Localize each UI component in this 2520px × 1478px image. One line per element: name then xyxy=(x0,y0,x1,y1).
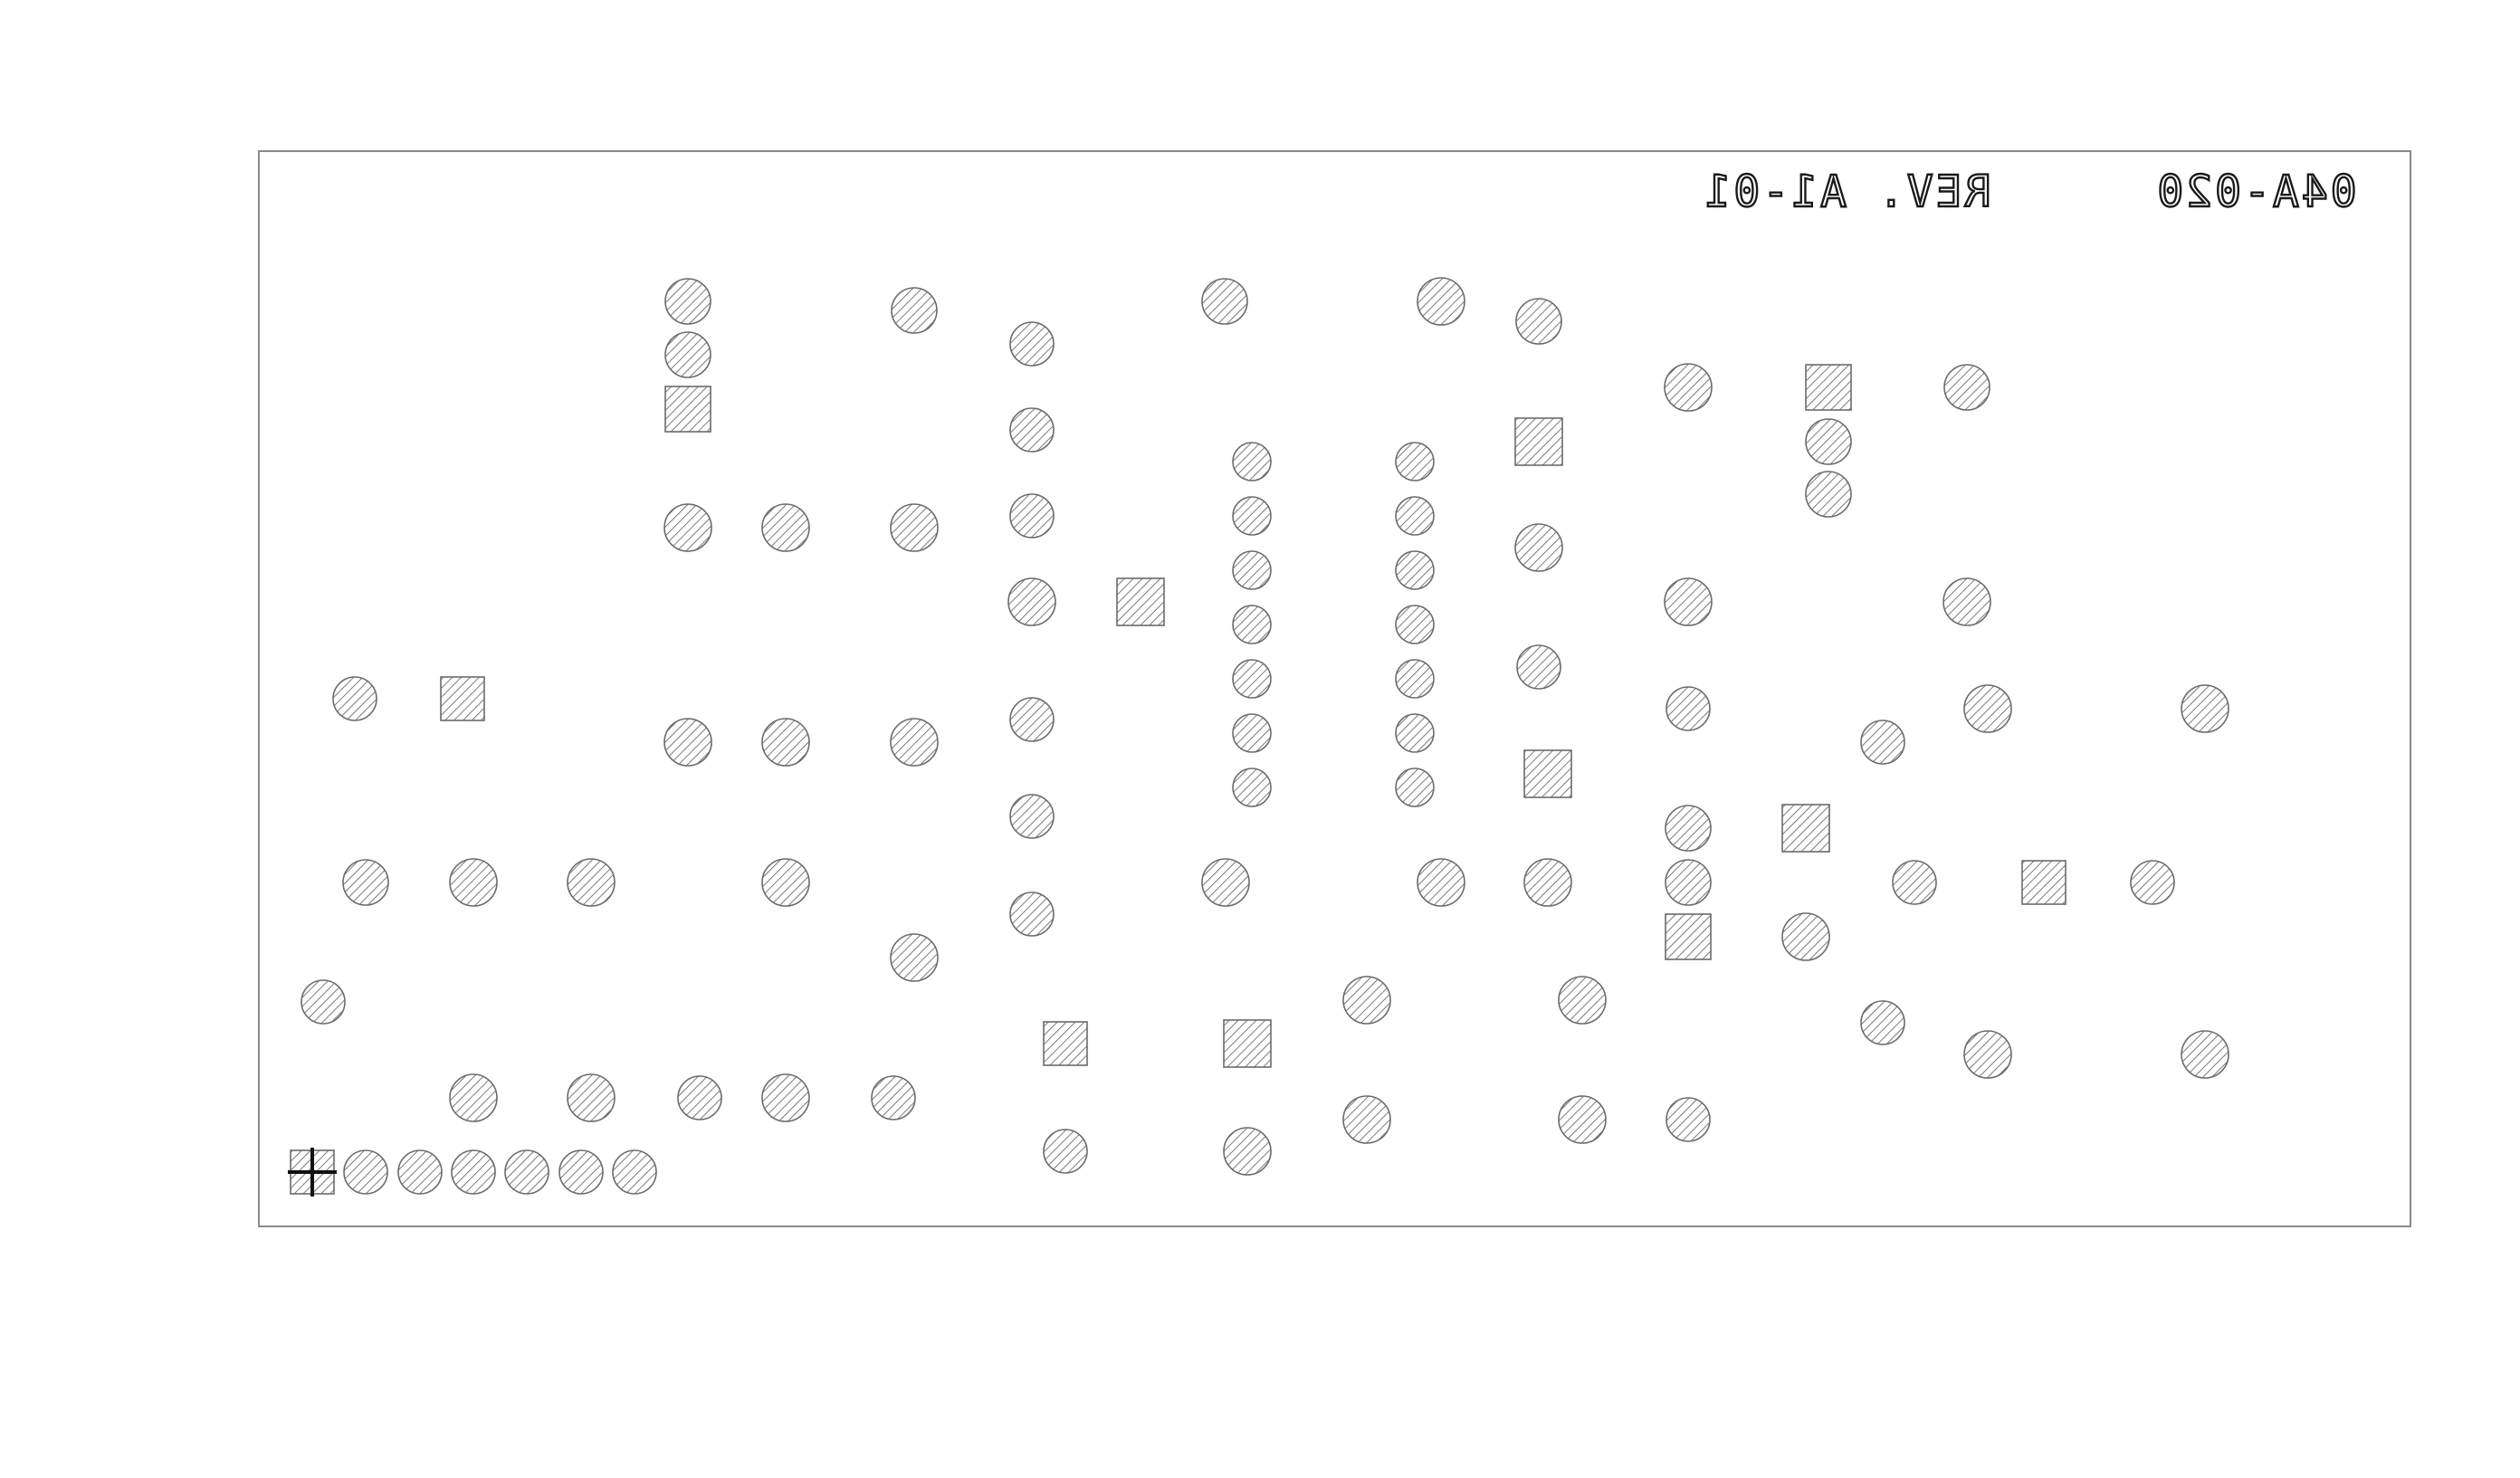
round-pad xyxy=(612,1149,657,1195)
round-pad xyxy=(1417,277,1465,326)
round-pad xyxy=(1232,768,1272,807)
round-pad xyxy=(1942,577,1991,626)
square-pad xyxy=(1043,1021,1088,1066)
round-pad xyxy=(504,1149,549,1195)
square-pad xyxy=(1223,1019,1272,1068)
round-pad xyxy=(1665,859,1712,906)
revision-label: REV. A1-01 xyxy=(1703,167,1991,217)
round-pad xyxy=(1009,493,1055,539)
round-pad xyxy=(1009,892,1055,937)
origin-marker xyxy=(288,1148,337,1197)
part-number-label: 04A-020 xyxy=(2154,167,2356,217)
round-pad xyxy=(761,1073,810,1122)
round-pad xyxy=(1558,976,1607,1025)
round-pad xyxy=(1232,496,1272,536)
round-pad xyxy=(1223,1127,1272,1176)
round-pad xyxy=(1009,794,1055,839)
round-pad xyxy=(1665,805,1712,852)
round-pad xyxy=(343,1149,388,1195)
round-pad xyxy=(1860,720,1905,765)
round-pad xyxy=(1342,1095,1391,1144)
round-pad xyxy=(2181,684,2229,733)
round-pad xyxy=(451,1149,496,1195)
round-pad xyxy=(1781,912,1830,961)
round-pad xyxy=(1232,442,1272,482)
round-pad xyxy=(1523,858,1572,907)
square-pad xyxy=(1665,913,1712,960)
round-pad xyxy=(567,1073,616,1122)
round-pad xyxy=(664,331,711,378)
round-pad xyxy=(1395,659,1435,699)
square-pad xyxy=(1523,749,1572,798)
round-pad xyxy=(1395,713,1435,753)
square-pad xyxy=(440,676,485,721)
round-pad xyxy=(1417,858,1465,907)
round-pad xyxy=(301,979,346,1025)
round-pad xyxy=(1860,1000,1905,1045)
round-pad xyxy=(1201,278,1248,325)
round-pad xyxy=(1664,577,1713,626)
round-pad xyxy=(1516,644,1561,690)
round-pad xyxy=(567,858,616,907)
round-pad xyxy=(1558,1095,1607,1144)
pad-layer xyxy=(290,277,2229,1195)
round-pad xyxy=(871,1075,916,1120)
square-pad xyxy=(1514,417,1563,466)
square-pad xyxy=(2021,860,2067,905)
round-pad xyxy=(1395,768,1435,807)
round-pad xyxy=(449,858,498,907)
round-pad xyxy=(1892,860,1937,905)
round-pad xyxy=(1009,697,1055,742)
round-pad xyxy=(449,1073,498,1122)
round-pad xyxy=(558,1149,604,1195)
round-pad xyxy=(1395,605,1435,644)
round-pad xyxy=(1514,523,1563,572)
round-pad xyxy=(1232,605,1272,644)
board-outline xyxy=(258,150,2411,1227)
round-pad xyxy=(891,287,938,334)
round-pad xyxy=(1232,550,1272,590)
round-pad xyxy=(890,933,939,982)
round-pad xyxy=(1664,363,1713,412)
round-pad xyxy=(1232,713,1272,753)
round-pad xyxy=(1805,471,1852,518)
round-pad xyxy=(1201,858,1250,907)
round-pad xyxy=(663,503,712,552)
round-pad xyxy=(1963,1030,2012,1079)
round-pad xyxy=(2181,1030,2229,1079)
square-pad xyxy=(1781,804,1830,853)
round-pad xyxy=(332,676,377,721)
round-pad xyxy=(1232,659,1272,699)
round-pad xyxy=(1043,1129,1088,1174)
round-pad xyxy=(1515,298,1562,345)
round-pad xyxy=(890,718,939,767)
round-pad xyxy=(761,718,810,767)
round-pad xyxy=(1666,1097,1711,1142)
round-pad xyxy=(1395,496,1435,536)
round-pad xyxy=(1963,684,2012,733)
round-pad xyxy=(677,1075,722,1120)
round-pad xyxy=(1009,407,1055,453)
round-pad xyxy=(664,278,711,325)
round-pad xyxy=(1805,418,1852,465)
round-pad xyxy=(761,858,810,907)
round-pad xyxy=(1666,686,1711,731)
square-pad xyxy=(1116,577,1165,626)
round-pad xyxy=(890,503,939,552)
round-pad xyxy=(2130,860,2175,905)
round-pad xyxy=(663,718,712,767)
round-pad xyxy=(1395,442,1435,482)
square-pad xyxy=(664,386,711,433)
round-pad xyxy=(1007,577,1056,626)
round-pad xyxy=(342,859,389,906)
round-pad xyxy=(1009,321,1055,367)
square-pad xyxy=(1805,364,1852,411)
round-pad xyxy=(761,503,810,552)
round-pad xyxy=(1943,364,1990,411)
round-pad xyxy=(1395,550,1435,590)
round-pad xyxy=(397,1149,443,1195)
round-pad xyxy=(1342,976,1391,1025)
